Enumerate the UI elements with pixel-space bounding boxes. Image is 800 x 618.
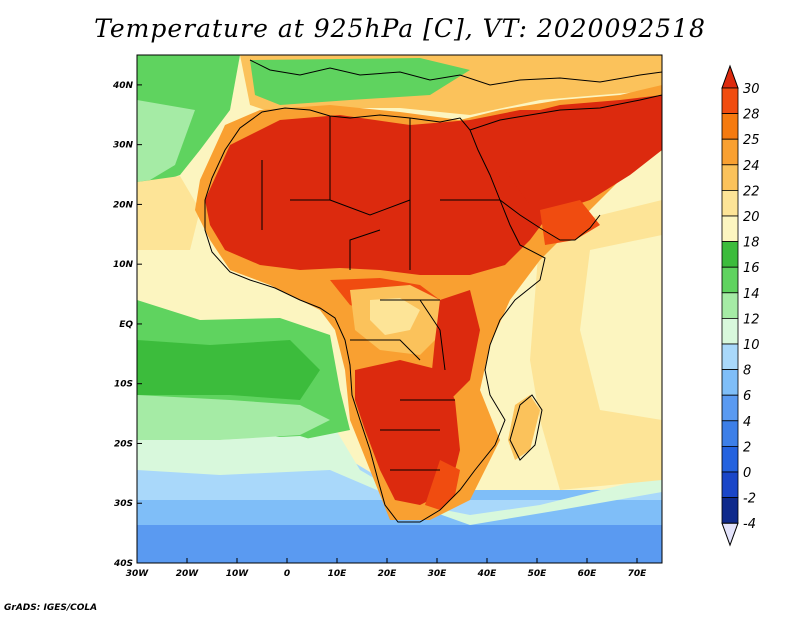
lat-tick-label: 40S [113, 559, 133, 569]
colorbar-label: 0 [743, 466, 751, 481]
lon-tick-label: 0 [284, 569, 290, 579]
colorbar-label: 2 [743, 440, 751, 455]
lon-tick-label: 70E [628, 569, 648, 579]
colorbar-label: 20 [743, 210, 760, 225]
lat-tick-label: 30S [114, 499, 133, 509]
colorbar-swatch [721, 420, 739, 447]
colorbar-label: 8 [743, 364, 751, 379]
colorbar-label: 12 [743, 312, 760, 327]
colorbar-label: 22 [743, 184, 760, 199]
colorbar-swatch [721, 189, 739, 217]
colorbar-label: 30 [743, 82, 760, 97]
colorbar-swatch [721, 471, 739, 499]
lon-tick-label: 10W [226, 569, 250, 579]
colorbar-label: -4 [743, 517, 756, 532]
colorbar-swatch [721, 394, 739, 422]
lon-tick-label: 20E [378, 569, 398, 579]
colorbar-swatch [721, 317, 739, 345]
lat-tick-label: 30N [113, 141, 134, 151]
colorbar-swatch [721, 215, 739, 243]
lon-tick-label: 20W [176, 569, 200, 579]
lat-tick-label: 40N [112, 81, 134, 91]
lon-tick-label: 50E [528, 569, 548, 579]
plot-frame [136, 54, 663, 564]
lat-tick-label: 20N [113, 200, 134, 210]
colorbar-swatch [721, 87, 739, 115]
colorbar-swatch [721, 497, 739, 524]
colorbar-swatch [721, 369, 739, 396]
colorbar-label: 24 [743, 159, 760, 174]
colorbar-swatch [721, 343, 739, 371]
colorbar-label: 25 [743, 133, 760, 148]
lon-tick-label: 30E [428, 569, 448, 579]
map-title: Temperature at 925hPa [C], VT: 202009251… [94, 14, 706, 43]
longitude-axis: 30W 20W 10W 0 10E 20E 30E 40E 50E 60E 70E [126, 558, 647, 579]
colorbar-swatch [721, 138, 739, 166]
colorbar-top-triangle [721, 64, 739, 89]
lon-tick-label: 60E [578, 569, 598, 579]
lat-tick-label: 10N [113, 260, 134, 270]
colorbar-label: 18 [743, 236, 760, 251]
colorbar-label: 6 [743, 389, 751, 404]
colorbar-bottom-triangle [721, 522, 739, 547]
lon-tick-label: 30W [126, 569, 150, 579]
lat-tick-label: 10S [114, 380, 133, 390]
colorbar-swatch [721, 445, 739, 473]
lat-tick-label: EQ [119, 320, 133, 330]
country-borders [204, 59, 662, 523]
temperature-field [137, 55, 662, 563]
lat-tick-label: 20S [114, 439, 133, 449]
colorbar-swatch [721, 164, 739, 191]
colorbar-label: 4 [743, 415, 751, 430]
colorbar-label: 10 [743, 338, 760, 353]
lon-tick-label: 40E [477, 569, 498, 579]
lon-tick-label: 10E [328, 569, 348, 579]
footer-credit: GrADS: IGES/COLA [4, 603, 98, 613]
colorbar-label: 14 [743, 287, 760, 302]
colorbar-swatch [721, 266, 739, 294]
colorbar-swatch [721, 113, 739, 140]
colorbar-label: 16 [743, 261, 760, 276]
colorbar-swatch [721, 241, 739, 268]
colorbar-swatch [721, 292, 739, 319]
latitude-axis: 40N 30N 20N 10N EQ 10S 20S 30S 40S [112, 81, 142, 569]
colorbar-label: -2 [743, 492, 756, 507]
colorbar-label: 28 [743, 108, 760, 123]
